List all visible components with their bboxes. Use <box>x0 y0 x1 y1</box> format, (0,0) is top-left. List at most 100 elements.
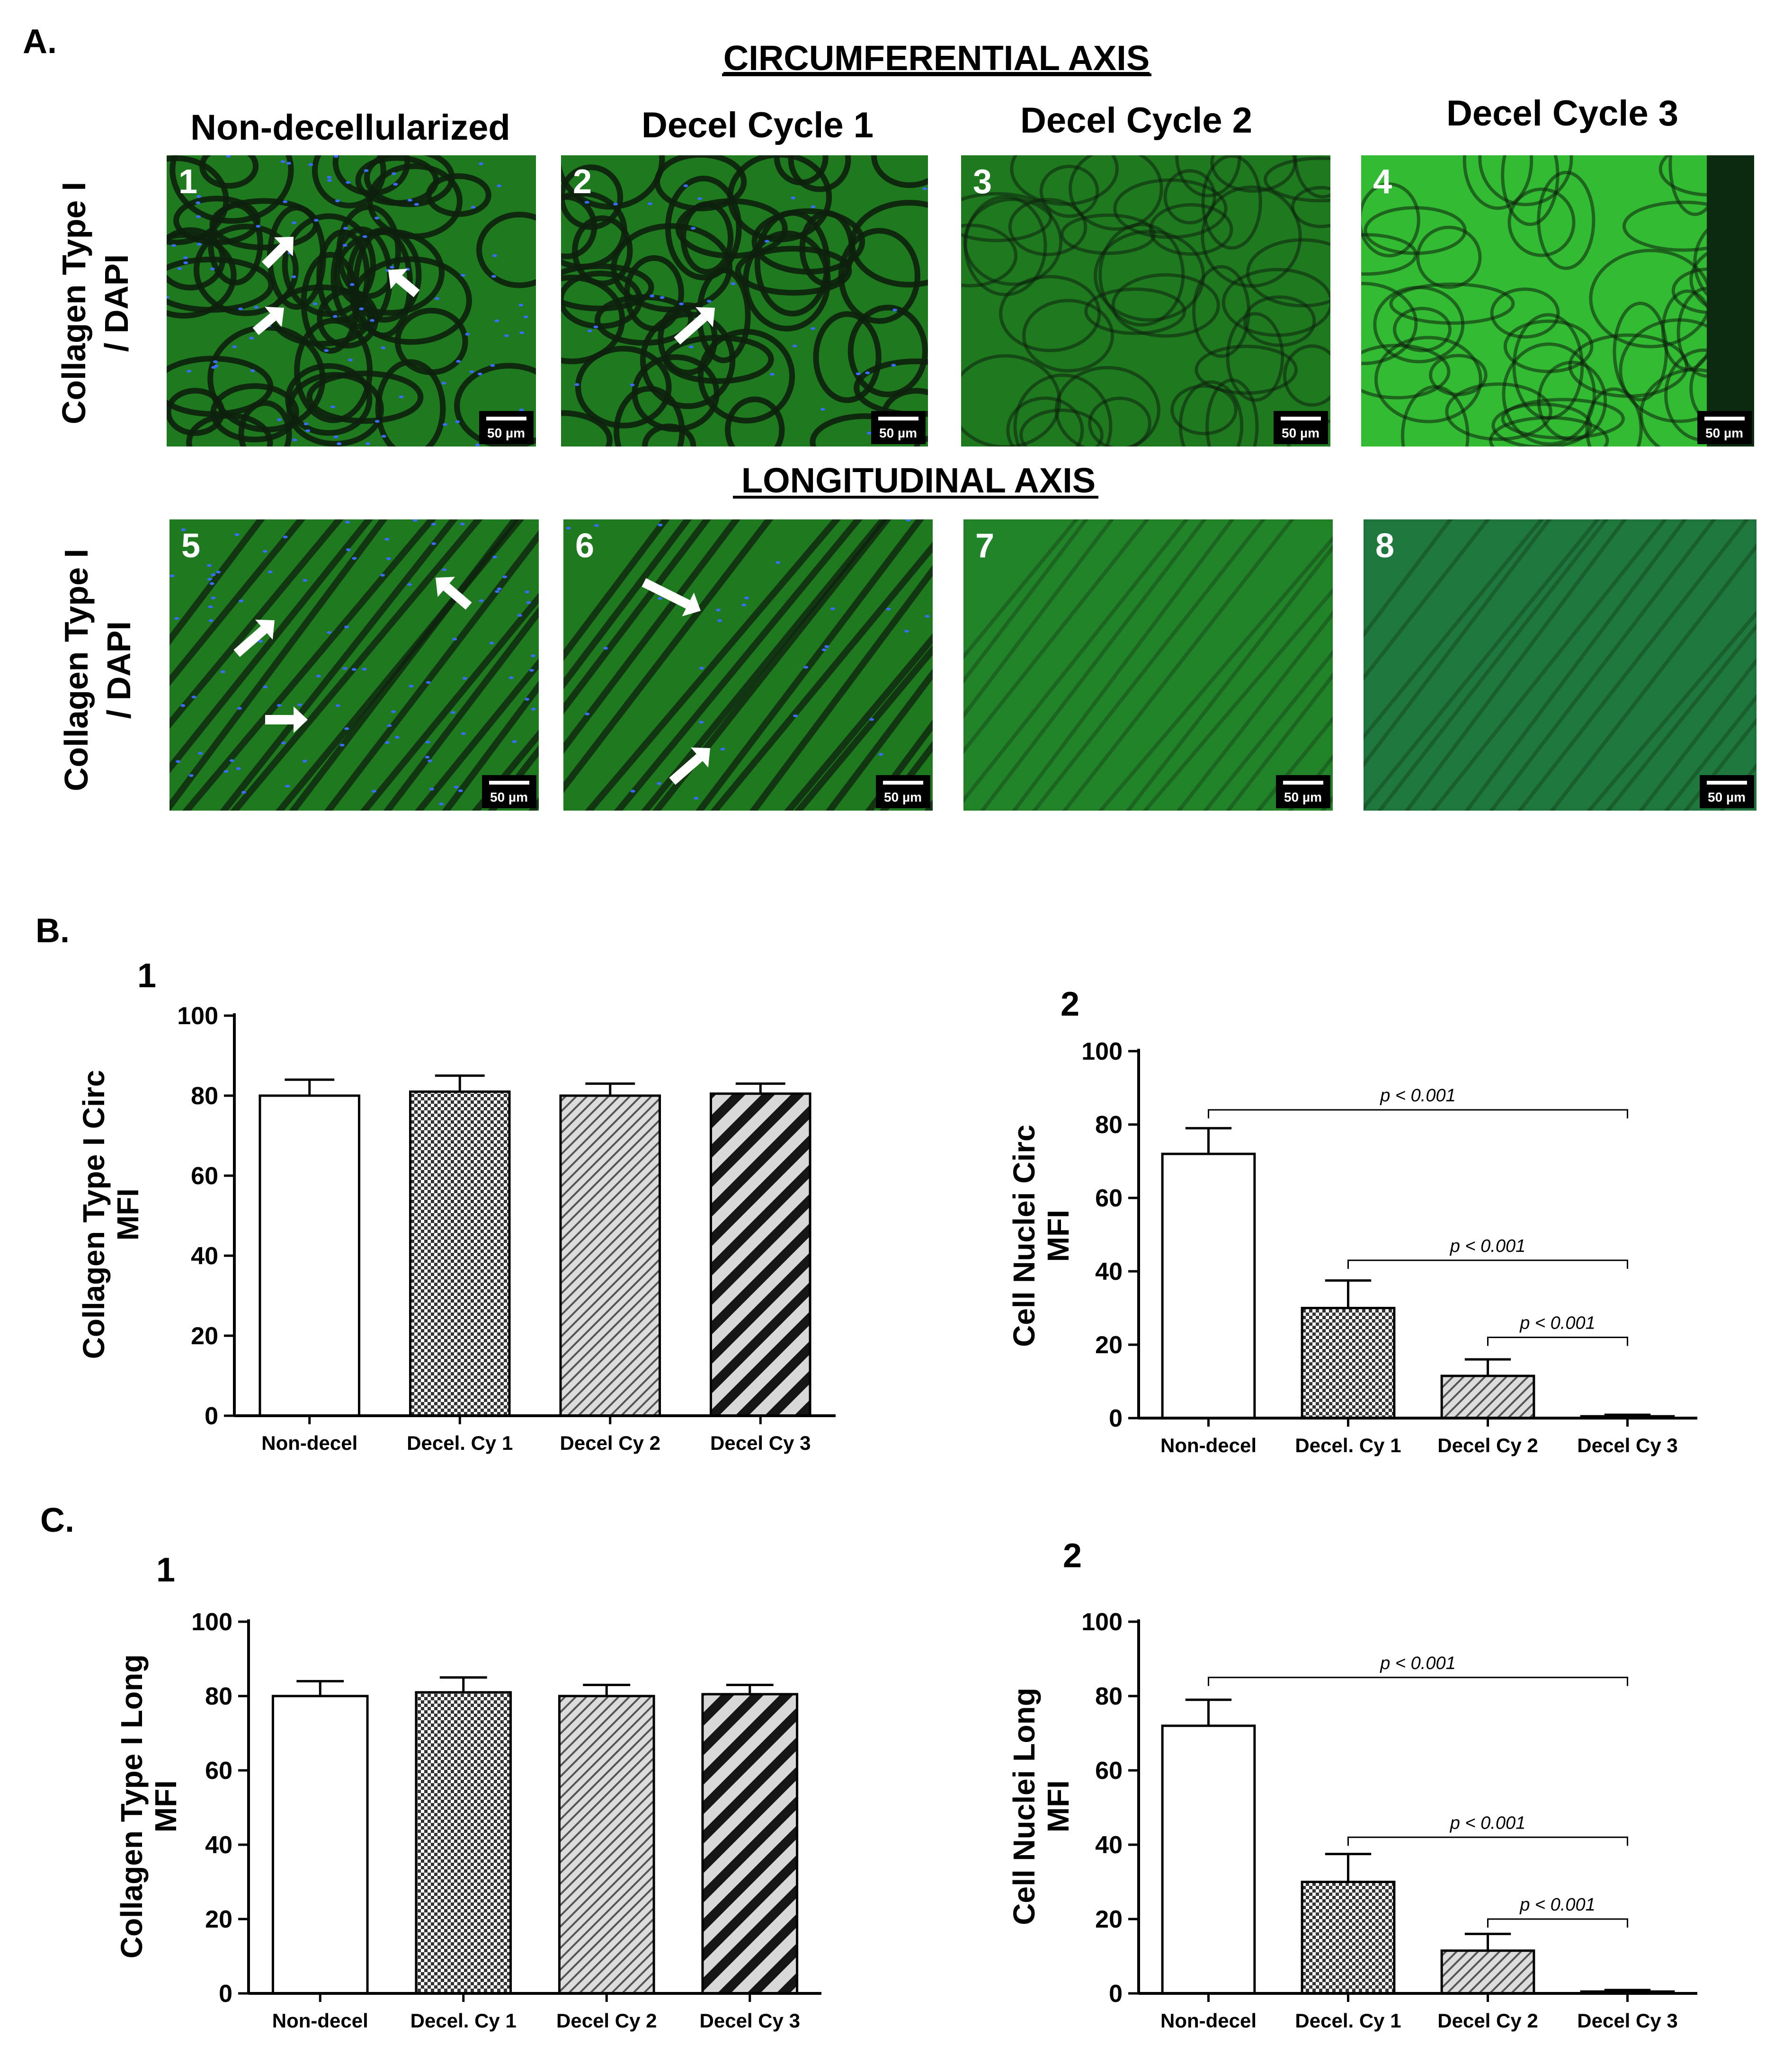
scale-bar <box>883 781 923 785</box>
significance-label: p < 0.001 <box>1450 1236 1526 1256</box>
arrow-marker <box>642 578 701 616</box>
chart-number: 2 <box>1063 1537 1082 1575</box>
chart-C1: 1 Collagen Type I Long MFI Non-decel Decel. … <box>115 1551 821 2032</box>
bar <box>1301 1307 1396 1420</box>
panel-b-label: B. <box>36 912 70 950</box>
y-axis-label-line: MFI <box>1041 1780 1075 1832</box>
column-title-non-decellularized: Non-decellularized <box>190 107 510 148</box>
column-title-decel-cycle-3: Decel Cycle 3 <box>1446 93 1678 134</box>
y-axis-label: Cell Nuclei Circ MFI <box>1007 1125 1075 1347</box>
y-tick-label: 40 <box>1095 1831 1123 1859</box>
significance-label: p < 0.001 <box>1450 1813 1526 1833</box>
y-tick-label: 0 <box>205 1402 218 1430</box>
x-tick-label: Decel. Cy 1 <box>1295 1434 1401 1456</box>
y-tick-label: 20 <box>205 1906 232 1933</box>
x-tick-label: Decel Cy 2 <box>1437 1434 1538 1456</box>
x-tick-label: Decel. Cy 1 <box>1295 2009 1401 2032</box>
micrograph-2: 2 50 µm <box>561 76 928 447</box>
panel-a-label: A. <box>23 23 57 61</box>
bar <box>409 1090 511 1417</box>
scale-bar-box <box>1276 775 1330 808</box>
arrow-marker <box>252 306 284 335</box>
x-tick-label: Decel Cy 2 <box>556 2009 657 2032</box>
scale-bar <box>878 417 918 420</box>
significance-label: p < 0.001 <box>1380 1653 1456 1673</box>
micrograph-number: 2 <box>573 163 592 201</box>
y-axis-label-line: Collagen Type I Circ <box>77 1070 111 1359</box>
x-tick-label: Non-decel <box>1160 2009 1257 2032</box>
row-label-long-line1: Collagen Type I <box>58 549 95 791</box>
x-tick-label: Decel. Cy 1 <box>410 2009 517 2032</box>
scale-bar-label: 50 µm <box>1282 426 1319 440</box>
x-tick-label: Decel Cy 3 <box>710 1432 811 1454</box>
micrograph-background <box>1361 155 1754 447</box>
significance-label: p < 0.001 <box>1519 1313 1596 1333</box>
arrow-marker <box>674 307 715 345</box>
scale-bar <box>1704 417 1745 420</box>
y-axis-label: Collagen Type I Long MFI <box>115 1654 183 1958</box>
significance-label: p < 0.001 <box>1380 1086 1456 1106</box>
scale-bar-box <box>876 775 930 808</box>
arrow-marker <box>224 72 256 99</box>
arrow-marker <box>814 86 866 113</box>
row-label-circumferential: Collagen Type I / DAPI <box>55 182 135 424</box>
y-axis-label-line: Cell Nuclei Circ <box>1007 1125 1041 1347</box>
scale-bar-label: 50 µm <box>884 790 922 804</box>
chart-C2: 2 Cell Nuclei Long MFI Non-decel Decel. Cy 1… <box>1007 1537 1697 2032</box>
micrograph-7: 7 50 µm <box>963 519 1333 811</box>
chart-number: 1 <box>137 957 156 995</box>
x-tick-label: Decel Cy 3 <box>1577 1434 1677 1456</box>
bar <box>1440 1949 1535 1995</box>
scale-bar-box <box>479 411 534 444</box>
scale-bar-box <box>482 775 536 808</box>
y-tick-label: 100 <box>191 1608 232 1636</box>
significance-bracket: p < 0.001 <box>1487 1313 1628 1346</box>
scale-bar-label: 50 µm <box>1708 790 1746 804</box>
micrograph-number: 1 <box>178 163 197 201</box>
y-tick-label: 20 <box>191 1322 218 1350</box>
bar <box>559 1094 661 1417</box>
scale-bar-box <box>1700 775 1754 808</box>
y-axis-label: Collagen Type I Circ MFI <box>77 1070 145 1359</box>
scale-bar-label: 50 µm <box>879 426 917 440</box>
scale-bar-box <box>1697 411 1752 444</box>
y-axis-label-line: Collagen Type I Long <box>115 1654 149 1958</box>
micrograph-4: 4 50 µm <box>1361 155 1754 447</box>
micrograph-3: 3 50 µm <box>961 155 1330 447</box>
y-tick-label: 40 <box>205 1831 232 1859</box>
micrograph-number: 5 <box>181 527 200 565</box>
bar <box>1440 1375 1535 1420</box>
x-tick-label: Decel Cy 2 <box>1437 2009 1538 2032</box>
y-tick-label: 60 <box>205 1757 232 1785</box>
micrograph-number: 6 <box>575 527 594 565</box>
bar <box>709 1092 811 1417</box>
y-axis-label-line: Cell Nuclei Long <box>1007 1688 1041 1925</box>
y-tick-label: 20 <box>1095 1331 1123 1359</box>
bar <box>415 1691 512 1995</box>
scale-bar-box <box>1274 411 1328 444</box>
scale-bar <box>1707 781 1747 785</box>
y-tick-label: 100 <box>177 1002 218 1030</box>
y-tick-label: 40 <box>191 1242 218 1270</box>
bar <box>271 1695 369 1995</box>
scale-bar <box>486 417 526 420</box>
scale-bar-label: 50 µm <box>487 426 525 440</box>
y-axis-label: Cell Nuclei Long MFI <box>1007 1688 1075 1925</box>
micrograph-1: 1 50 µm <box>167 67 536 447</box>
x-tick-label: Non-decel <box>272 2009 368 2032</box>
scale-bar-box <box>871 411 926 444</box>
bar <box>1161 1724 1256 1995</box>
micrograph-number: 8 <box>1375 527 1394 565</box>
x-tick-label: Decel Cy 3 <box>1577 2009 1677 2032</box>
scale-bar-label: 50 µm <box>490 790 528 804</box>
y-tick-label: 80 <box>191 1082 218 1110</box>
chart-number: 1 <box>156 1551 175 1589</box>
longitudinal-axis-title: LONGITUDINAL AXIS <box>741 461 1096 500</box>
y-tick-label: 0 <box>219 1980 232 2008</box>
y-axis-label-line: MFI <box>149 1780 183 1832</box>
x-tick-label: Decel Cy 3 <box>700 2009 800 2032</box>
y-tick-label: 100 <box>1081 1608 1123 1636</box>
micrograph-number: 3 <box>973 163 992 201</box>
